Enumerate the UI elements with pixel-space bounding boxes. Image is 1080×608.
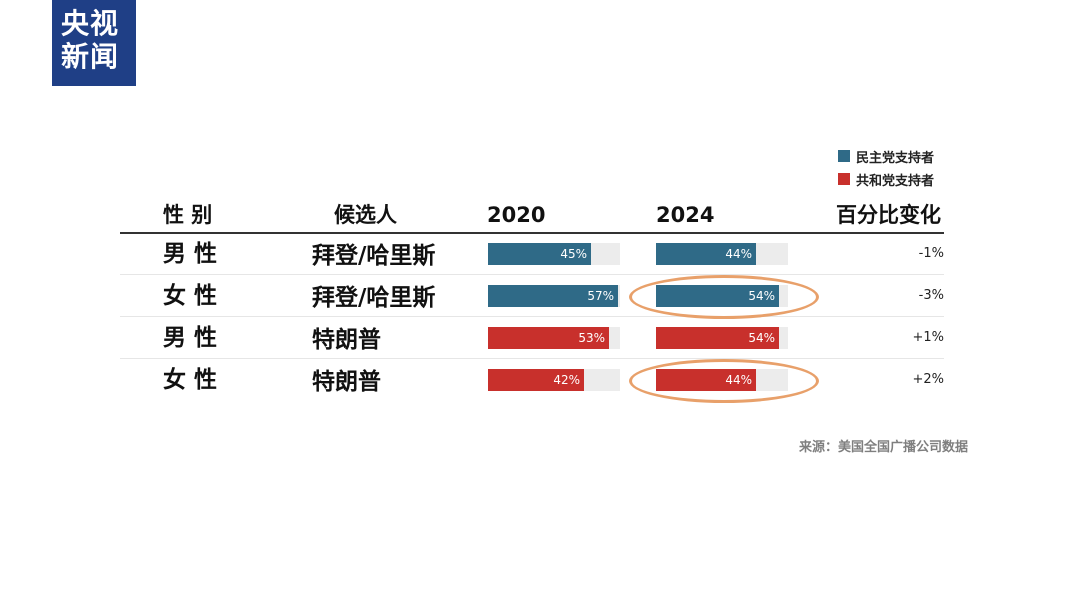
bar-2020: 45% <box>488 243 591 265</box>
candidate-cell: 特朗普 <box>312 369 381 395</box>
change-cell: +2% <box>912 372 944 387</box>
bar-value-label-2020: 53% <box>578 331 605 345</box>
bar-2024: 44% <box>656 243 756 265</box>
logo-line-1: 央视 <box>61 7 120 40</box>
change-cell: -3% <box>918 288 944 303</box>
gender-cell: 男 性 <box>163 325 218 351</box>
bar-value-label-2020: 42% <box>553 373 580 387</box>
bar-value-label-2020: 45% <box>560 247 587 261</box>
bar-value-label-2024: 44% <box>725 247 752 261</box>
bar-value-label-2024: 54% <box>748 331 775 345</box>
bar-track-2020: 53% <box>488 327 620 349</box>
source-note: 来源：美国全国广播公司数据 <box>798 440 968 455</box>
bar-2020: 57% <box>488 285 618 307</box>
row-separator <box>120 274 944 275</box>
legend-item-democrat: 民主党支持者 <box>838 145 934 167</box>
bar-track-2020: 57% <box>488 285 620 307</box>
row-separator <box>120 358 944 359</box>
change-cell: -1% <box>918 246 944 261</box>
legend: 民主党支持者 共和党支持者 <box>838 145 934 191</box>
header-gender: 性 别 <box>163 203 213 227</box>
legend-swatch-democrat <box>838 150 850 162</box>
bar-2020: 53% <box>488 327 609 349</box>
gender-cell: 男 性 <box>163 241 218 267</box>
row-separator <box>120 316 944 317</box>
bar-track-2020: 42% <box>488 369 620 391</box>
bar-track-2020: 45% <box>488 243 620 265</box>
logo-line-2: 新闻 <box>61 40 120 73</box>
bar-2020: 42% <box>488 369 584 391</box>
change-cell: +1% <box>912 330 944 345</box>
legend-label-democrat: 民主党支持者 <box>856 150 935 166</box>
bar-2024: 54% <box>656 327 779 349</box>
legend-swatch-republican <box>838 173 850 185</box>
header-2020: 2020 <box>487 203 546 227</box>
candidate-cell: 拜登/哈里斯 <box>312 243 436 269</box>
candidate-cell: 特朗普 <box>312 327 381 353</box>
highlight-ring <box>629 359 819 403</box>
gender-cell: 女 性 <box>163 367 218 393</box>
highlight-ring <box>629 275 819 319</box>
candidate-cell: 拜登/哈里斯 <box>312 285 436 311</box>
legend-label-republican: 共和党支持者 <box>856 173 935 189</box>
bar-track-2024: 54% <box>656 327 788 349</box>
header-candidate: 候选人 <box>334 203 397 227</box>
gender-cell: 女 性 <box>163 283 218 309</box>
bar-track-2024: 44% <box>656 243 788 265</box>
legend-item-republican: 共和党支持者 <box>838 168 934 190</box>
header-2024: 2024 <box>656 203 715 227</box>
header-rule <box>120 232 944 234</box>
header-change: 百分比变化 <box>836 203 941 227</box>
cctv-news-logo: 央视 新闻 <box>52 0 136 86</box>
bar-value-label-2020: 57% <box>587 289 614 303</box>
